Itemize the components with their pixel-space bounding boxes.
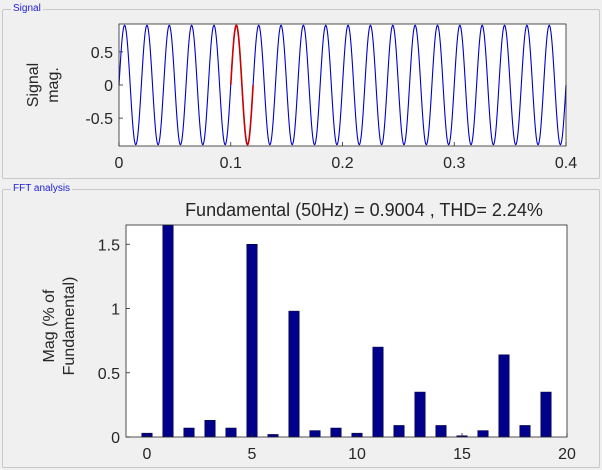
- fft-x-tick-label: 20: [558, 446, 576, 463]
- signal-x-tick-label: 0: [115, 155, 124, 172]
- fft-y-axis-label-line2: Fundamental): [61, 277, 78, 376]
- signal-chart: 0 0.1 0.2 0.3 0.4 -0.5 0 0.5 Signal mag.: [25, 23, 577, 172]
- signal-x-tick-label: 0.1: [220, 155, 242, 172]
- fft-y-tick-label: 0: [111, 430, 120, 447]
- signal-y-tick-label: 0.5: [91, 45, 113, 62]
- fft-x-tick-label: 5: [248, 446, 257, 463]
- fft-x-tick-label: 15: [453, 446, 471, 463]
- fft-bar: [519, 425, 531, 438]
- fft-axes-box: [125, 224, 568, 438]
- signal-highlight-cycle: [229, 24, 254, 146]
- fft-bar: [477, 430, 489, 438]
- fft-bar: [414, 391, 426, 438]
- fft-y-axis-label-line1: Mag (% of: [41, 289, 58, 362]
- signal-y-tick-label: -0.5: [85, 111, 113, 128]
- signal-panel: Signal: [2, 2, 600, 179]
- fft-bar: [498, 354, 510, 438]
- fft-bar: [372, 346, 384, 438]
- fft-y-tick-label: 0.5: [98, 366, 120, 383]
- fft-x-tick-label: 0: [143, 446, 152, 463]
- fft-bar: [162, 224, 174, 438]
- fft-y-tick-label: 1: [111, 302, 120, 319]
- signal-panel-title: Signal: [11, 2, 43, 16]
- fft-bar: [246, 244, 258, 438]
- signal-y-axis-label-line1: Signal: [25, 63, 42, 107]
- fft-chart-title: Fundamental (50Hz) = 0.9004 , THD= 2.24%: [185, 200, 543, 220]
- fft-panel-title: FFT analysis: [11, 182, 73, 196]
- fft-analysis-panel: FFT analysis: [2, 182, 600, 468]
- fft-bar: [435, 425, 447, 438]
- signal-x-tick-label: 0.3: [443, 155, 465, 172]
- signal-y-tick-label: 0: [104, 78, 113, 95]
- fft-bar: [393, 425, 405, 438]
- fft-bar: [330, 427, 342, 438]
- fft-bar: [204, 420, 216, 438]
- fft-bar: [225, 427, 237, 438]
- fft-plot-area: [126, 225, 567, 437]
- fft-bar: [309, 430, 321, 438]
- fft-bar: [183, 427, 195, 438]
- fft-bar: [540, 391, 552, 438]
- signal-x-tick-label: 0.2: [331, 155, 353, 172]
- fft-x-tick-label: 10: [348, 446, 366, 463]
- signal-y-axis-label-line2: mag.: [45, 67, 62, 103]
- signal-x-tick-label: 0.4: [555, 155, 577, 172]
- signal-waveform-line: [118, 24, 567, 146]
- fft-y-tick-label: 1.5: [98, 237, 120, 254]
- fft-bar: [288, 310, 300, 438]
